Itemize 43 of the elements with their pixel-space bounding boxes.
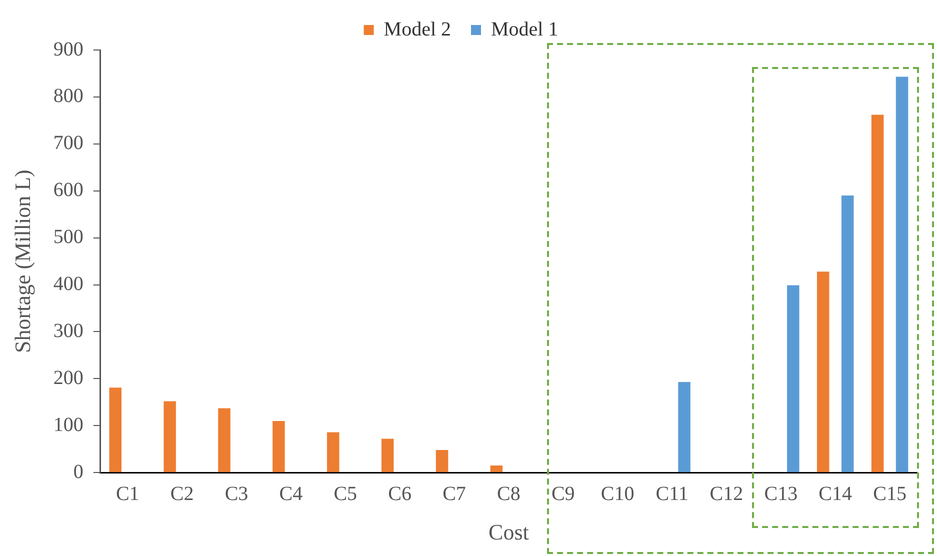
bar [272, 420, 285, 472]
x-tick-label: C4 [279, 482, 303, 505]
bar [327, 432, 340, 472]
x-tick-label: C11 [656, 482, 688, 505]
bar [678, 382, 690, 472]
bar [218, 408, 230, 472]
bar [816, 272, 830, 472]
x-tick-label: C5 [334, 482, 358, 505]
bar [896, 76, 908, 472]
x-tick-label: C14 [818, 482, 852, 505]
x-tick-label: C2 [170, 482, 194, 505]
y-tick-label: 600 [53, 179, 84, 202]
x-tick-label: C13 [764, 482, 798, 505]
y-tick-label: 100 [53, 414, 84, 436]
bar [109, 388, 122, 472]
x-tick-label: C15 [873, 482, 906, 505]
bar [436, 450, 448, 472]
bar [871, 114, 884, 472]
y-tick-label: 400 [53, 273, 84, 296]
x-tick-label: C8 [497, 482, 520, 505]
x-tick-label: C12 [710, 482, 744, 505]
x-tick-label: C6 [388, 482, 412, 505]
bar [787, 285, 800, 472]
x-tick-label: C10 [600, 482, 634, 505]
x-tick-label: C1 [116, 482, 140, 505]
y-tick-label: 800 [53, 85, 84, 108]
bar [164, 401, 176, 472]
x-tick-label: C9 [551, 482, 575, 505]
y-tick-label: 200 [53, 366, 84, 389]
y-tick-label: 500 [53, 226, 84, 248]
y-tick-label: 900 [53, 38, 84, 60]
y-tick-label: 300 [53, 320, 84, 342]
y-tick-label: 0 [73, 460, 84, 483]
y-tick-label: 700 [53, 132, 84, 154]
x-tick-label: C7 [442, 482, 466, 505]
y-axis-title: Shortage (Million L) [10, 170, 35, 353]
bar [841, 196, 854, 472]
legend-label: Model 2 [384, 18, 451, 40]
bar [490, 466, 503, 472]
x-axis-title: Cost [488, 520, 529, 545]
legend-label: Model 1 [491, 18, 558, 40]
bar [381, 438, 394, 472]
x-tick-label: C3 [224, 482, 248, 505]
